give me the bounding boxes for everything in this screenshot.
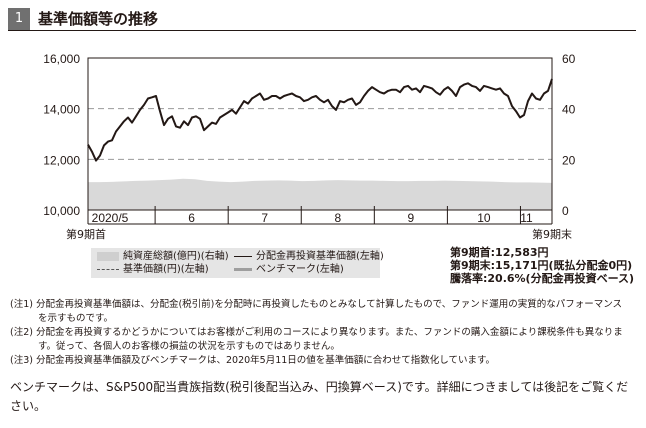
period-end-value: 第9期末:15,171円(既払分配金0円) [450, 259, 633, 272]
section-header: 1 基準価額等の推移 [8, 8, 636, 31]
period-start-label: 第9期首 [66, 227, 106, 241]
reinvested-nav-line [87, 78, 553, 162]
period-end-label: 第9期末 [532, 227, 572, 241]
period-change-rate: 騰落率:20.6%(分配金再投資ベース) [450, 272, 635, 285]
legend-label-net-assets: 純資産総額(億円)(右軸) [123, 251, 229, 262]
left-axis-tick-2: 12,000 [43, 153, 80, 167]
legend-label-benchmark: ベンチマーク(左軸) [256, 264, 344, 275]
nav-chart: 16,000 14,000 12,000 10,000 60 40 20 0 2020/5 6 7 8… [43, 52, 576, 241]
net-assets-area [88, 178, 552, 210]
section-title: 基準価額等の推移 [38, 10, 159, 28]
legend-swatch-benchmark [234, 267, 252, 271]
benchmark-description: ベンチマークは、S&P500配当貴族指数(税引後配当込み、円換算ベース)です。詳… [10, 380, 629, 413]
section-number: 1 [8, 8, 30, 30]
x-axis-tick-4: 9 [408, 211, 415, 225]
legend-swatch-net-assets [97, 251, 119, 261]
note-2: (注2) 分配金を再投資するかどうかについてはお客様がご利用のコースにより異なり… [10, 327, 623, 338]
legend-item-reinvested-nav: 分配金再投資基準価額(左軸) [234, 250, 384, 264]
right-axis-tick-0: 60 [562, 52, 576, 66]
legend-swatch-nav [97, 268, 119, 270]
note-2-cont: す。従って、各個人のお客様の損益の状況を示すものではありません。 [38, 341, 340, 352]
footnotes: (注1) 分配金再投資基準価額は、分配金(税引前)を分配時に再投資したものとみな… [10, 298, 638, 368]
right-axis-tick-2: 20 [562, 153, 576, 167]
left-axis-tick-1: 14,000 [43, 103, 80, 117]
x-axis-tick-2: 7 [261, 211, 268, 225]
chart-legend: 純資産総額(億円)(右軸) 分配金再投資基準価額(左軸) 基準価額(円)(左軸)… [91, 248, 384, 278]
legend-item-nav: 基準価額(円)(左軸) [97, 263, 209, 277]
legend-item-benchmark: ベンチマーク(左軸) [234, 263, 344, 277]
right-axis-tick-1: 40 [562, 103, 576, 117]
note-1-cont: を示すものです。 [38, 313, 114, 324]
x-axis-tick-0: 2020/5 [92, 211, 129, 225]
legend-label-nav: 基準価額(円)(左軸) [123, 264, 209, 275]
x-axis-tick-1: 6 [188, 211, 195, 225]
note-1: (注1) 分配金再投資基準価額は、分配金(税引前)を分配時に再投資したものとみな… [10, 299, 623, 310]
x-axis-tick-6: 11 [520, 211, 533, 225]
plot-frame [87, 57, 553, 211]
legend-label-reinvested-nav: 分配金再投資基準価額(左軸) [256, 251, 384, 262]
left-axis-tick-3: 10,000 [43, 204, 80, 218]
x-axis-tick-5: 10 [477, 211, 491, 225]
right-axis-tick-3: 0 [562, 204, 569, 218]
legend-swatch-reinvested-nav [234, 255, 252, 257]
period-summary: 第9期首:12,583円 第9期末:15,171円(既払分配金0円) 騰落率:2… [450, 246, 634, 285]
period-start-value: 第9期首:12,583円 [450, 246, 549, 259]
legend-item-net-assets: 純資産総額(億円)(右軸) [97, 250, 229, 264]
x-axis-tick-3: 8 [334, 211, 341, 225]
note-3: (注3) 分配金再投資基準価額及びベンチマークは、2020年5月11日の値を基準… [10, 355, 496, 366]
left-axis-tick-0: 16,000 [43, 52, 80, 66]
